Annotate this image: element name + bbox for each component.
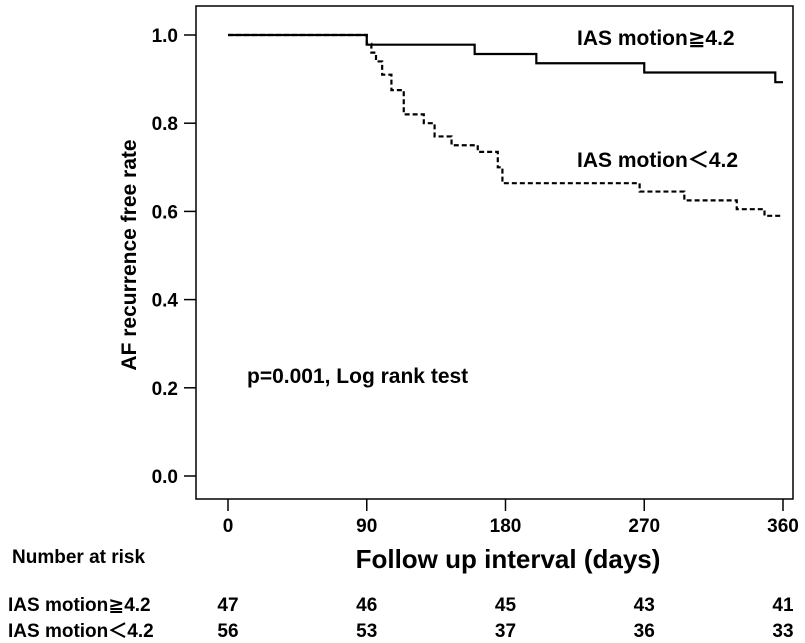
y-axis: 0.0 0.2 0.4 0.6 0.8 1.0 bbox=[152, 26, 196, 488]
x-tick-label: 90 bbox=[356, 516, 377, 537]
risk-value: 46 bbox=[356, 595, 377, 616]
risk-table-values: 47 46 45 43 41 56 53 37 36 33 bbox=[217, 595, 794, 642]
x-tick-label: 0 bbox=[223, 516, 234, 537]
y-tick-label: 0.6 bbox=[152, 202, 178, 223]
plot-frame bbox=[195, 5, 794, 500]
risk-value: 37 bbox=[495, 621, 516, 642]
risk-value: 47 bbox=[217, 595, 238, 616]
y-tick-label: 0.2 bbox=[152, 379, 178, 400]
risk-value: 33 bbox=[772, 621, 793, 642]
y-tick-label: 0.8 bbox=[152, 114, 178, 135]
x-tick-label: 270 bbox=[628, 516, 660, 537]
risk-row-label: IAS motion≧4.2 bbox=[8, 595, 151, 616]
risk-value: 45 bbox=[495, 595, 517, 616]
series-line-low bbox=[228, 33, 783, 217]
risk-row-label: IAS motion＜4.2 bbox=[8, 621, 154, 642]
y-tick-label: 1.0 bbox=[152, 26, 178, 47]
x-tick-label: 360 bbox=[767, 516, 799, 537]
risk-value: 56 bbox=[217, 621, 238, 642]
series-lines bbox=[228, 33, 783, 217]
risk-value: 53 bbox=[356, 621, 377, 642]
x-axis-label: Follow up interval (days) bbox=[356, 544, 661, 574]
y-tick-label: 0.4 bbox=[152, 291, 179, 312]
risk-value: 43 bbox=[634, 595, 655, 616]
risk-value: 36 bbox=[634, 621, 655, 642]
legend-label-low: IAS motion＜4.2 bbox=[577, 149, 738, 172]
pvalue-annotation: p=0.001, Log rank test bbox=[247, 365, 468, 388]
y-axis-label: AF recurrence free rate bbox=[118, 139, 141, 370]
risk-table-title: Number at risk bbox=[12, 547, 145, 568]
risk-value: 41 bbox=[772, 595, 794, 616]
x-axis: 0 90 180 270 360 bbox=[223, 499, 799, 537]
x-tick-label: 180 bbox=[490, 516, 522, 537]
legend-label-high: IAS motion≧4.2 bbox=[577, 27, 735, 50]
y-tick-label: 0.0 bbox=[152, 467, 178, 488]
